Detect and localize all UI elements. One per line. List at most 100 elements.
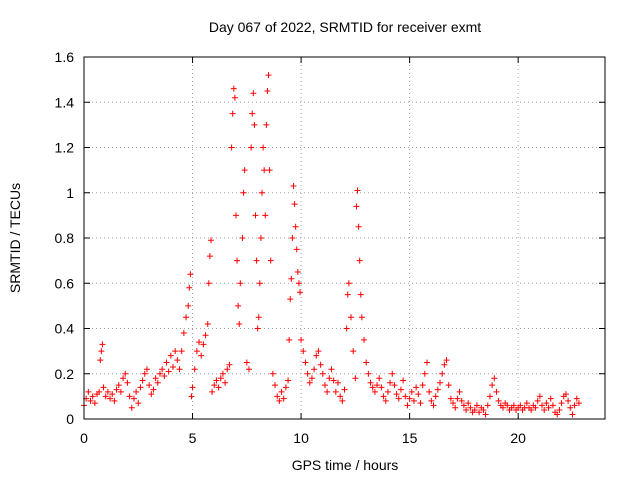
data-point xyxy=(532,404,539,411)
data-point xyxy=(406,395,413,402)
data-point xyxy=(289,235,296,241)
x-axis-ticks: 0 5 10 15 20 xyxy=(80,57,526,446)
data-point xyxy=(237,280,244,287)
data-point xyxy=(326,375,333,382)
data-point xyxy=(236,320,243,327)
data-point xyxy=(241,167,248,174)
data-point xyxy=(556,406,563,413)
data-point xyxy=(343,325,350,332)
y-tick-label: 1.4 xyxy=(55,94,75,110)
data-point xyxy=(188,393,195,400)
data-point xyxy=(135,400,142,407)
data-point xyxy=(89,393,96,400)
y-tick-label: 0.4 xyxy=(55,321,75,337)
data-point xyxy=(357,291,364,298)
data-point xyxy=(189,384,196,391)
data-point xyxy=(354,187,361,194)
data-point xyxy=(339,397,346,404)
data-point xyxy=(228,144,235,151)
data-point xyxy=(234,257,241,264)
data-point xyxy=(402,393,409,400)
data-point xyxy=(97,357,104,364)
data-point xyxy=(292,223,299,230)
x-tick-label: 15 xyxy=(402,430,418,446)
data-point xyxy=(573,395,580,402)
data-point xyxy=(120,375,127,382)
data-point xyxy=(382,397,389,404)
data-point xyxy=(204,320,211,327)
data-point xyxy=(376,375,383,382)
data-point xyxy=(324,388,331,395)
data-point xyxy=(185,302,192,309)
data-point xyxy=(99,341,106,348)
data-point xyxy=(248,144,255,151)
data-point xyxy=(274,393,281,400)
data-point xyxy=(154,379,161,386)
data-point xyxy=(256,280,263,287)
y-axis-title: SRMTID / TECUs xyxy=(7,183,23,293)
data-point xyxy=(554,411,561,418)
grid-lines xyxy=(84,57,605,419)
data-point xyxy=(452,404,459,411)
data-point xyxy=(161,373,168,380)
data-point xyxy=(486,393,493,400)
data-point xyxy=(304,370,311,377)
data-point xyxy=(290,182,297,189)
data-point xyxy=(191,366,198,373)
data-point xyxy=(332,388,339,395)
data-point xyxy=(294,268,301,275)
data-point xyxy=(117,388,124,395)
data-point xyxy=(266,167,273,174)
data-point xyxy=(211,382,218,389)
data-point xyxy=(148,391,155,398)
data-point xyxy=(536,393,543,400)
data-point xyxy=(276,397,283,404)
data-point xyxy=(100,384,107,391)
data-point xyxy=(539,402,546,409)
data-point xyxy=(170,363,177,370)
data-point xyxy=(484,402,491,409)
data-point xyxy=(463,406,470,413)
data-point xyxy=(352,375,359,382)
y-tick-label: 0.6 xyxy=(55,275,75,291)
data-point xyxy=(308,375,315,382)
data-point xyxy=(523,400,530,407)
data-point xyxy=(267,257,274,264)
data-point xyxy=(113,386,120,393)
data-point xyxy=(245,366,252,373)
data-point xyxy=(328,366,335,373)
data-point xyxy=(350,348,357,355)
data-point xyxy=(87,397,94,404)
data-point xyxy=(421,370,428,377)
chart-title: Day 067 of 2022, SRMTID for receiver exm… xyxy=(209,19,481,35)
data-point xyxy=(356,257,363,264)
data-point xyxy=(287,296,294,303)
data-point xyxy=(319,370,326,377)
data-point xyxy=(311,366,318,373)
data-point xyxy=(102,393,109,400)
data-point xyxy=(98,348,105,355)
data-point xyxy=(432,393,439,400)
data-point xyxy=(146,382,153,389)
data-point xyxy=(215,384,222,391)
data-point xyxy=(445,382,452,389)
data-point xyxy=(491,375,498,382)
data-point xyxy=(124,379,131,386)
data-point xyxy=(186,284,193,291)
data-point xyxy=(571,402,578,409)
data-point xyxy=(450,400,457,407)
data-point xyxy=(167,352,174,359)
data-point xyxy=(489,382,496,389)
data-point xyxy=(259,189,266,196)
data-point xyxy=(111,397,118,404)
data-point xyxy=(133,388,140,395)
data-point xyxy=(371,388,378,395)
data-point xyxy=(393,391,400,398)
data-point xyxy=(397,386,404,393)
data-point xyxy=(549,402,556,409)
data-point xyxy=(109,391,116,398)
data-point xyxy=(313,352,320,359)
data-point xyxy=(255,314,262,321)
data-point xyxy=(239,235,246,241)
data-point xyxy=(460,402,467,409)
